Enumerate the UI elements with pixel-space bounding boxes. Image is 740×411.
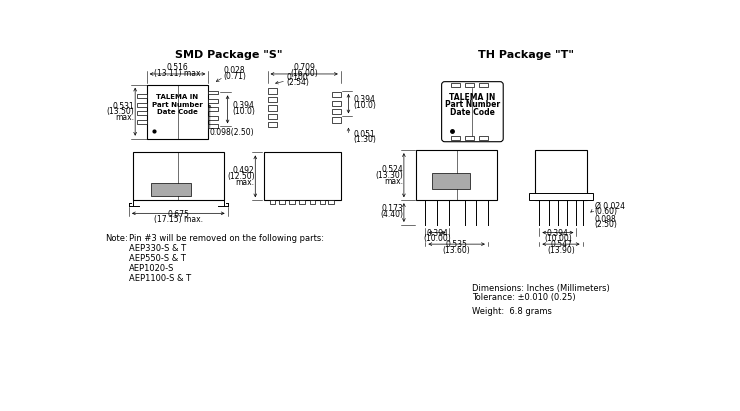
Text: (13.60): (13.60) [443,246,471,255]
Text: SMD Package "S": SMD Package "S" [175,51,283,60]
Text: 0.524: 0.524 [381,165,403,174]
Text: 0.394: 0.394 [547,229,569,238]
Text: (13.50): (13.50) [107,107,135,116]
Text: (2.54): (2.54) [287,78,310,87]
Bar [431,173,470,189]
Bar [279,200,285,204]
Text: 0.547: 0.547 [550,240,572,249]
Text: 0.492: 0.492 [233,166,255,175]
Bar [332,109,340,114]
Text: max.: max. [384,177,403,186]
Text: Weight:  6.8 grams: Weight: 6.8 grams [471,307,551,316]
Text: (0.71): (0.71) [223,72,246,81]
Bar [535,150,587,200]
Text: TALEMA IN: TALEMA IN [156,94,198,100]
Text: 0.394: 0.394 [353,95,375,104]
Bar [209,90,218,95]
Bar [332,92,340,97]
Bar [137,103,147,107]
Bar [479,136,488,140]
Bar [151,182,192,196]
Text: 0.028: 0.028 [223,67,246,75]
Text: 0.709: 0.709 [293,63,315,72]
Text: 0.675: 0.675 [167,210,189,219]
Text: TALEMA IN: TALEMA IN [449,92,496,102]
Bar [209,99,218,103]
Text: max.: max. [115,113,135,122]
Text: (17.15) max.: (17.15) max. [154,215,203,224]
Text: (13.11) max: (13.11) max [154,69,201,78]
Text: (4.40): (4.40) [380,210,403,219]
Text: 0.394: 0.394 [426,229,448,238]
Text: Ø 0.024: Ø 0.024 [595,202,625,211]
Text: (10.0): (10.0) [353,102,376,111]
Bar [320,200,326,204]
Bar [133,152,223,200]
Bar [137,111,147,115]
Bar [268,122,277,127]
Text: 0.098(2.50): 0.098(2.50) [210,128,255,137]
Bar [289,200,295,204]
Bar [299,200,305,204]
Bar [451,136,460,140]
Text: Date Code: Date Code [157,109,198,115]
Text: Date Code: Date Code [450,108,495,117]
Text: (10.00): (10.00) [423,234,451,243]
Text: 0.173: 0.173 [381,204,403,213]
Bar [268,88,277,94]
Bar [268,105,277,111]
Text: Part Number: Part Number [152,102,203,108]
Text: AEP330-S & T: AEP330-S & T [129,244,186,253]
Text: (1.30): (1.30) [353,135,376,144]
Text: (0.60): (0.60) [595,207,618,216]
Bar [268,113,277,119]
Text: AEP550-S & T: AEP550-S & T [129,254,186,263]
Bar [270,200,275,204]
Text: (13.30): (13.30) [375,171,403,180]
Bar [209,107,218,111]
Text: Part Number: Part Number [445,100,500,109]
Text: 0.394: 0.394 [232,101,254,110]
Bar [263,152,340,200]
Text: 0.051: 0.051 [353,129,375,139]
Text: Tolerance: ±0.010 (0.25): Tolerance: ±0.010 (0.25) [471,293,575,302]
FancyBboxPatch shape [442,82,503,142]
Text: Dimensions: Inches (Millimeters): Dimensions: Inches (Millimeters) [471,284,610,293]
Text: AEP1100-S & T: AEP1100-S & T [129,274,191,283]
Bar [310,200,315,204]
Bar [147,85,209,139]
Text: Pin #3 will be removed on the following parts:: Pin #3 will be removed on the following … [129,234,324,243]
Bar [137,95,147,98]
Bar [479,83,488,87]
Bar [465,83,474,87]
Text: (12.50): (12.50) [227,172,255,181]
Bar [332,118,340,123]
Text: 0.531: 0.531 [112,102,135,111]
Bar [465,136,474,140]
Bar [416,150,497,200]
Bar [528,193,593,200]
Bar [451,83,460,87]
Text: (10.0): (10.0) [232,107,255,116]
Text: TH Package "T": TH Package "T" [477,51,574,60]
Text: (2.50): (2.50) [595,220,618,229]
Bar [209,125,218,128]
Bar [329,200,334,204]
Bar [209,116,218,120]
Bar [332,101,340,106]
Text: 0.100: 0.100 [287,72,309,81]
Text: (10.00): (10.00) [544,234,572,243]
Text: Note:: Note: [105,234,128,243]
Text: max.: max. [235,178,255,187]
Text: 0.535: 0.535 [445,240,468,249]
Text: (13.90): (13.90) [547,246,575,255]
Text: AEP1020-S: AEP1020-S [129,264,175,273]
Text: (16.00): (16.00) [290,69,318,78]
Bar [137,120,147,124]
Bar [268,97,277,102]
Text: 0.098: 0.098 [595,215,616,224]
Text: 0.516: 0.516 [166,63,189,72]
